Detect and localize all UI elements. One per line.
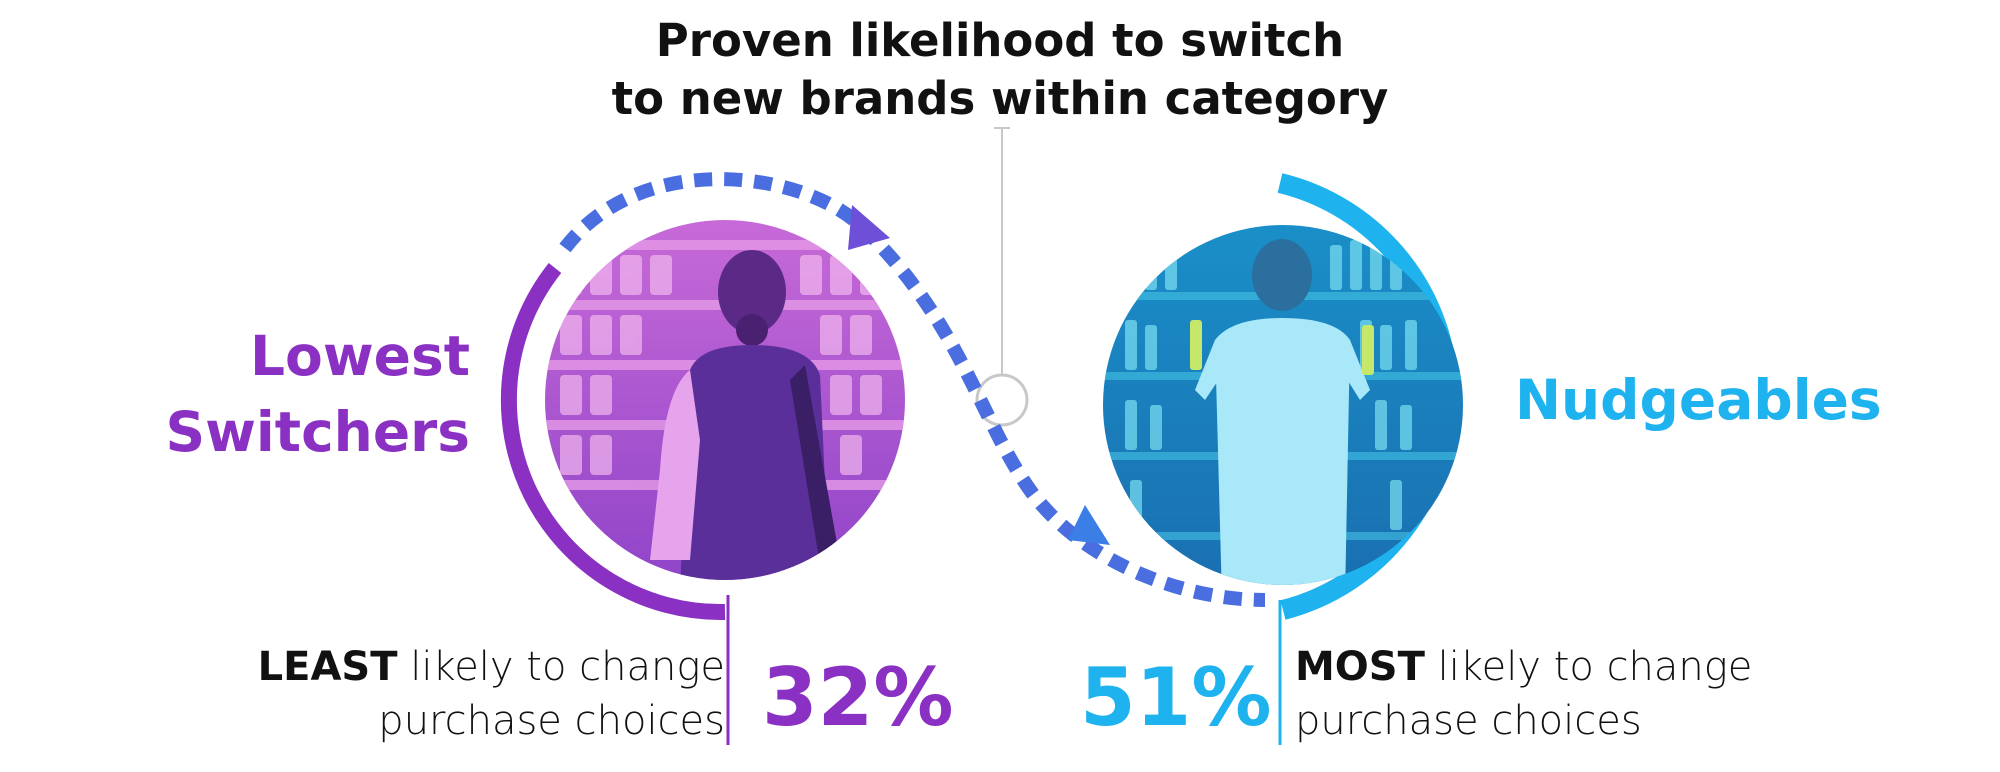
emphasis-most: MOST bbox=[1295, 644, 1425, 690]
segment-label-line-1: Lowest bbox=[250, 324, 470, 388]
description-rest: likely to change bbox=[1424, 644, 1753, 690]
arrow-head-lower bbox=[1068, 505, 1110, 545]
connector bbox=[975, 127, 1029, 427]
description-line-1: LEAST likely to change bbox=[258, 640, 725, 694]
woman-shopping-photo bbox=[545, 220, 905, 580]
description-line-2: purchase choices bbox=[378, 698, 725, 744]
switch-arrow bbox=[559, 172, 1266, 607]
description-rest: likely to change bbox=[397, 644, 725, 690]
emphasis-least: LEAST bbox=[257, 644, 398, 690]
arrow-head-upper bbox=[848, 205, 890, 250]
segment-label-line-1: Nudgeables bbox=[1515, 368, 1882, 432]
description-line-1: MOST likely to change bbox=[1295, 640, 1752, 694]
description-nudgeables: MOST likely to change purchase choices bbox=[1295, 640, 1752, 748]
title-line-2: to new brands within category bbox=[611, 72, 1389, 125]
page-title: Proven likelihood to switch to new brand… bbox=[0, 12, 2000, 128]
description-line-2: purchase choices bbox=[1295, 698, 1642, 744]
segment-label-lowest-switchers: Lowest Switchers bbox=[166, 318, 471, 470]
man-choosing-bottles-photo bbox=[1103, 225, 1463, 585]
description-lowest-switchers: LEAST likely to change purchase choices bbox=[258, 640, 725, 748]
segment-label-line-2: Switchers bbox=[165, 400, 471, 464]
segment-label-nudgeables: Nudgeables bbox=[1515, 362, 1882, 438]
percent-lowest-switchers: 32% bbox=[762, 651, 954, 744]
percent-nudgeables: 51% bbox=[1080, 651, 1272, 744]
title-line-1: Proven likelihood to switch bbox=[655, 14, 1345, 67]
left-ring bbox=[500, 263, 726, 621]
